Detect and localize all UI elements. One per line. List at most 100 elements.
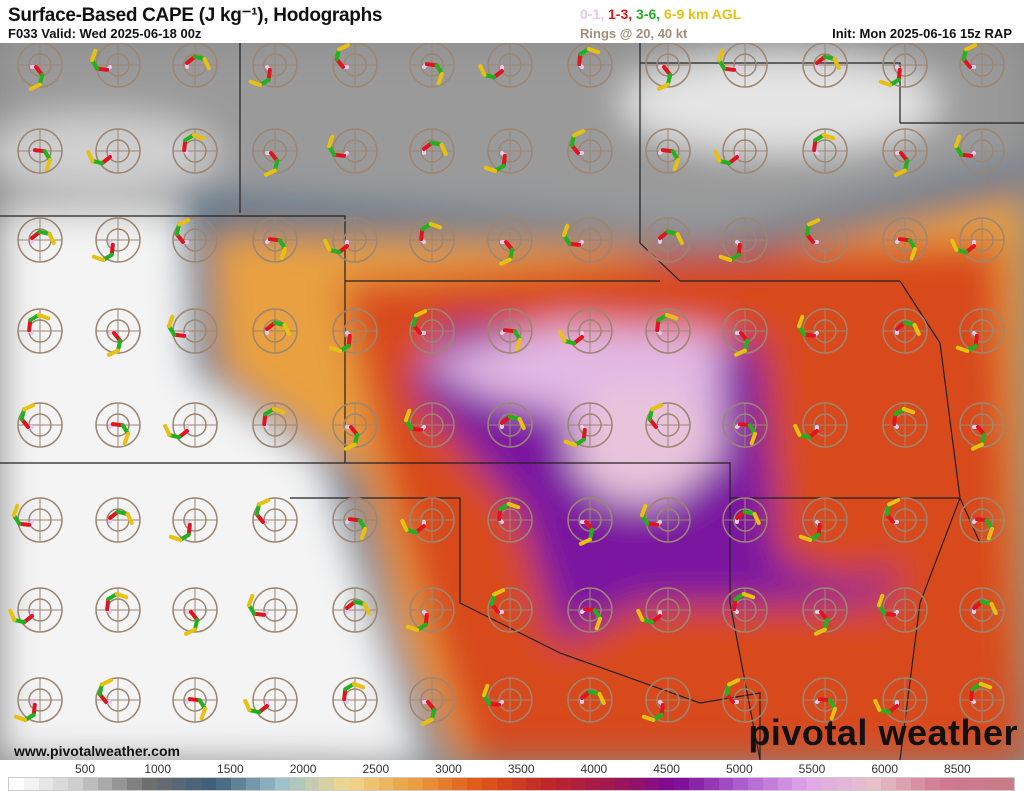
hodograph (802, 217, 848, 263)
hodograph (718, 217, 768, 263)
hodograph (328, 308, 378, 354)
colorbar-swatch (688, 778, 704, 790)
hodograph (483, 128, 533, 174)
hodograph (561, 217, 613, 263)
hodograph (567, 43, 613, 88)
colorbar-swatch (925, 778, 941, 790)
colorbar-swatch (615, 778, 630, 790)
colorbar-label: 8500 (944, 762, 971, 776)
hodograph (17, 43, 63, 91)
colorbar-label: 6000 (871, 762, 899, 776)
colorbar-label: 500 (74, 762, 96, 776)
hodograph (882, 128, 928, 177)
hodograph (722, 677, 768, 723)
hodograph (645, 402, 691, 448)
hodograph (487, 308, 533, 354)
colorbar-labels: 500 1000 1500 2000 2500 3000 3500 4000 4500 5000 5… (0, 762, 1024, 776)
hodograph (713, 128, 768, 174)
hodograph (409, 128, 455, 174)
hodograph (332, 677, 378, 723)
hodograph (567, 587, 613, 633)
hodograph (252, 497, 298, 543)
colorbar-swatch (23, 778, 39, 790)
colorbar-label: 3000 (435, 762, 462, 776)
hodograph (172, 128, 218, 174)
hodograph (878, 43, 928, 88)
website-url: www.pivotalweather.com (14, 743, 180, 759)
hodograph (882, 497, 928, 543)
init-time: Init: Mon 2025-06-16 15z RAP (832, 26, 1012, 41)
colorbar-swatch (171, 778, 187, 790)
colorbar-swatch (629, 778, 645, 790)
hodograph (793, 402, 848, 448)
colorbar-label: 1000 (144, 762, 172, 776)
hodograph (567, 128, 613, 174)
colorbar-swatch (275, 778, 290, 790)
hodograph (722, 587, 768, 633)
colorbar-swatch (718, 778, 734, 790)
hodograph (246, 587, 298, 633)
colorbar-swatch (289, 778, 305, 790)
hodograph (8, 587, 63, 633)
hodograph (168, 497, 218, 543)
colorbar-swatch (215, 778, 231, 790)
colorbar-swatch (526, 778, 542, 790)
layer-6-9: 6-9 km AGL (664, 6, 742, 22)
hodograph (959, 43, 1005, 88)
layer-1-3: 1-3, (608, 6, 633, 22)
colorbar-swatch (156, 778, 172, 790)
colorbar-swatch (807, 778, 822, 790)
hodograph (332, 402, 378, 451)
hodograph (959, 402, 1005, 451)
hodograph (95, 497, 141, 543)
colorbar-swatch (437, 778, 453, 790)
hodograph (95, 677, 141, 723)
hodograph (409, 217, 455, 263)
hodograph (403, 402, 455, 448)
colorbar-label: 4000 (580, 762, 608, 776)
colorbar-swatch (644, 778, 660, 790)
hodograph (487, 402, 533, 448)
colorbar-swatch (762, 778, 778, 790)
hodograph (882, 308, 928, 354)
hodograph (172, 677, 218, 723)
hodograph (172, 43, 218, 88)
hodograph (409, 677, 455, 726)
colorbar-swatch (851, 778, 867, 790)
hodograph (722, 308, 768, 357)
hodograph (955, 308, 1005, 354)
hodograph (487, 497, 533, 543)
colorbar-swatch (68, 778, 83, 790)
hodograph (558, 308, 613, 354)
pivotal-weather-logo: pivotal weather (748, 712, 1018, 753)
colorbar-swatch (422, 778, 438, 790)
hodograph (91, 217, 141, 263)
colorbar-swatch (910, 778, 926, 790)
colorbar-swatch (467, 778, 482, 790)
colorbar-swatch (363, 778, 379, 790)
hodograph (89, 43, 141, 88)
hodograph (323, 217, 378, 263)
hodograph (959, 677, 1005, 723)
colorbar-label: 3500 (507, 762, 535, 776)
hodograph (722, 497, 768, 543)
colorbar-swatch (940, 778, 955, 790)
hodograph (802, 677, 848, 723)
colorbar-swatch (955, 778, 970, 790)
colorbar-swatch (378, 778, 394, 790)
hodograph (645, 308, 691, 354)
hodograph (332, 587, 378, 633)
hodograph (332, 43, 378, 88)
hodograph (959, 587, 1005, 633)
colorbar-swatch (895, 778, 911, 790)
colorbar-swatch (482, 778, 497, 790)
colorbar-swatch (703, 778, 719, 790)
colorbar-label: 5500 (798, 762, 826, 776)
colorbar-swatch (9, 778, 24, 790)
cape-map[interactable] (0, 43, 1024, 760)
hodograph (166, 308, 218, 354)
colorbar-swatch (836, 778, 852, 790)
hodograph (17, 217, 63, 263)
hodograph (163, 402, 218, 448)
hodograph (563, 402, 613, 448)
